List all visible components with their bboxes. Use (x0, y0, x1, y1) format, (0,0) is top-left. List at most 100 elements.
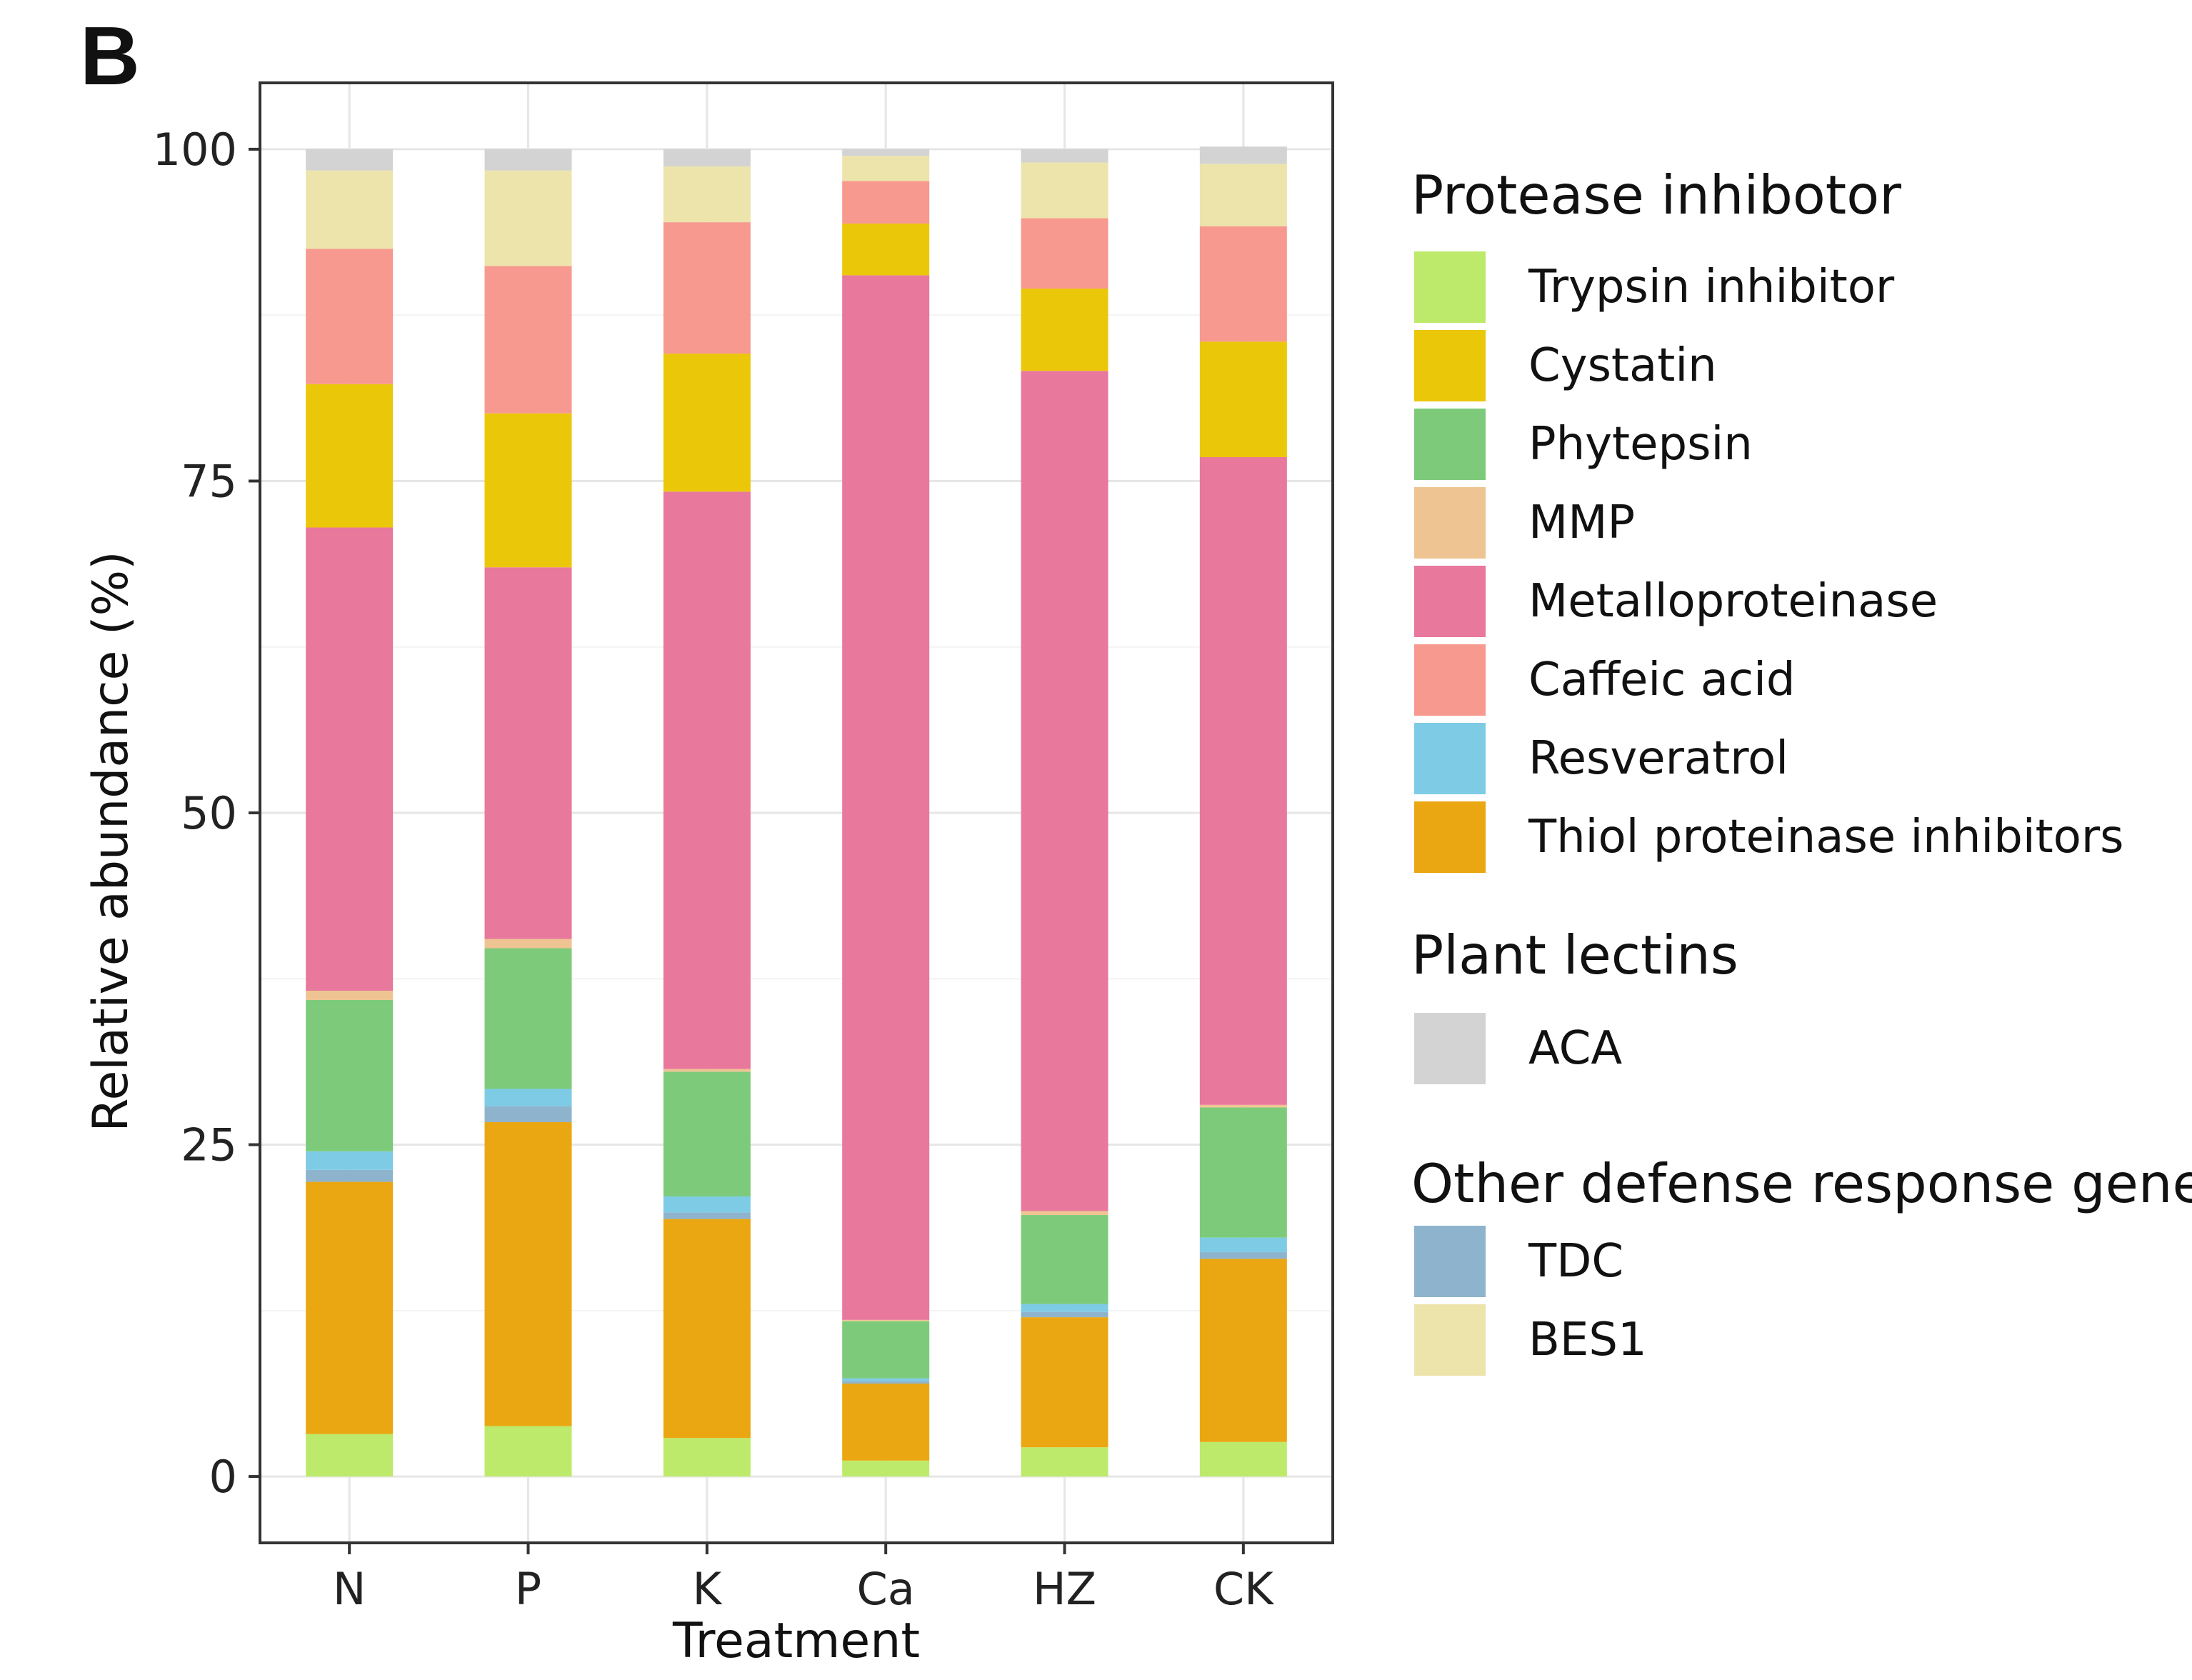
bar-segment-K-tdc (663, 1212, 751, 1219)
bar-segment-K-phytepsin (663, 1071, 751, 1197)
bar-segment-P-tdc (484, 1106, 572, 1122)
bar-segment-CK-trypsin-inhibitor (1199, 1441, 1287, 1477)
legend-label: Phytepsin (1528, 418, 1753, 471)
legend-label: Trypsin inhibitor (1528, 261, 1895, 314)
bar-segment-N-resveratrol (306, 1151, 394, 1170)
bar-segment-HZ-cystatin (1021, 289, 1108, 371)
bar-segment-HZ-resveratrol (1021, 1304, 1108, 1312)
bar-segment-K-caffeic-acid (663, 222, 751, 354)
bar-segment-K-aca (663, 149, 751, 167)
bar-segment-P-thiol-proteinase-inhibitors (484, 1121, 572, 1426)
y-tick-label: 25 (181, 1119, 237, 1171)
x-tick-label: P (515, 1563, 541, 1615)
y-tick-label: 0 (209, 1451, 237, 1503)
bar-segment-HZ-tdc (1021, 1311, 1108, 1318)
bar-segment-Ca-caffeic-acid (842, 181, 930, 224)
y-axis-title: Relative abundance (%) (83, 551, 139, 1131)
bar-segment-P-aca (484, 149, 572, 171)
legend-label: ACA (1528, 1022, 1623, 1075)
bar-segment-K-cystatin (663, 354, 751, 492)
bar-segment-P-bes1 (484, 170, 572, 266)
legend-group-title: Protease inhibotor (1411, 164, 1901, 226)
bar-segment-HZ-trypsin-inhibitor (1021, 1447, 1108, 1477)
bar-segment-HZ-metalloproteinase (1021, 371, 1108, 1211)
bar-segment-Ca-resveratrol (842, 1378, 930, 1381)
bar-segment-HZ-phytepsin (1021, 1215, 1108, 1304)
bar-segment-P-trypsin-inhibitor (484, 1426, 572, 1477)
bar-segment-HZ-bes1 (1021, 162, 1108, 219)
legend-label: MMP (1528, 496, 1636, 549)
bar-segment-HZ-caffeic-acid (1021, 218, 1108, 289)
bar-segment-K-thiol-proteinase-inhibitors (663, 1219, 751, 1439)
bar-segment-Ca-phytepsin (842, 1321, 930, 1379)
legend-swatch (1414, 1304, 1486, 1376)
bar-segment-N-metalloproteinase (306, 527, 394, 991)
legend-label: BES1 (1528, 1314, 1647, 1366)
bar-segment-CK-metalloproteinase (1199, 457, 1287, 1105)
x-tick-label: N (333, 1563, 366, 1615)
legend-label: Caffeic acid (1528, 654, 1796, 706)
bar-segment-CK-caffeic-acid (1199, 226, 1287, 342)
legend-swatch (1414, 487, 1486, 559)
legend-swatch (1414, 1013, 1486, 1084)
bar-segment-K-metalloproteinase (663, 491, 751, 1069)
x-tick-label: CK (1213, 1563, 1274, 1615)
bar-segment-P-phytepsin (484, 948, 572, 1089)
y-tick-label: 100 (153, 124, 237, 176)
x-tick-label: HZ (1033, 1563, 1096, 1615)
legend-group-title: Other defense response genes (1411, 1152, 2192, 1215)
bar-segment-CK-cystatin (1199, 341, 1287, 458)
legend-swatch (1414, 801, 1486, 873)
bar-segment-CK-tdc (1199, 1252, 1287, 1259)
bar-segment-K-resveratrol (663, 1196, 751, 1213)
x-axis-title: Treatment (672, 1613, 920, 1669)
bar-segment-P-cystatin (484, 413, 572, 568)
bar-segment-CK-phytepsin (1199, 1107, 1287, 1238)
panel-label: B (80, 9, 140, 102)
bar-segment-HZ-mmp (1021, 1211, 1108, 1216)
bar-segment-N-trypsin-inhibitor (306, 1434, 394, 1477)
legend-label: Thiol proteinase inhibitors (1528, 811, 2124, 864)
bar-segment-Ca-cystatin (842, 223, 930, 276)
bar-segment-P-metalloproteinase (484, 567, 572, 939)
bar-segment-N-cystatin (306, 384, 394, 528)
bar-segment-CK-mmp (1199, 1104, 1287, 1108)
x-tick-label: Ca (857, 1563, 915, 1615)
legend-label: Cystatin (1528, 339, 1717, 392)
bar-segment-HZ-aca (1021, 149, 1108, 163)
legend-swatch (1414, 566, 1486, 637)
bar-segment-N-aca (306, 149, 394, 171)
bar-segment-Ca-thiol-proteinase-inhibitors (842, 1384, 930, 1461)
legend-group-title: Plant lectins (1411, 924, 1738, 986)
bar-segment-N-tdc (306, 1169, 394, 1182)
bar-segment-P-caffeic-acid (484, 266, 572, 414)
bar-segment-Ca-trypsin-inhibitor (842, 1460, 930, 1477)
bar-segment-P-mmp (484, 939, 572, 949)
legend-swatch (1414, 723, 1486, 794)
legend-label: Resveratrol (1528, 732, 1789, 785)
bar-segment-Ca-tdc (842, 1381, 930, 1384)
bar-segment-K-bes1 (663, 166, 751, 223)
bar-segment-K-trypsin-inhibitor (663, 1438, 751, 1477)
bar-segment-Ca-metalloproteinase (842, 275, 930, 1320)
bar-segment-CK-thiol-proteinase-inhibitors (1199, 1259, 1287, 1442)
bar-segment-N-caffeic-acid (306, 249, 394, 384)
bar-segment-CK-bes1 (1199, 164, 1287, 226)
legend-swatch (1414, 251, 1486, 323)
legend-swatch (1414, 330, 1486, 401)
legend-swatch (1414, 1226, 1486, 1297)
y-tick-label: 75 (181, 455, 237, 507)
x-tick-label: K (692, 1563, 722, 1615)
y-tick-label: 50 (181, 787, 237, 839)
bar-segment-N-thiol-proteinase-inhibitors (306, 1181, 394, 1434)
bar-segment-Ca-mmp (842, 1319, 930, 1321)
bar-segment-P-resveratrol (484, 1089, 572, 1106)
bar-segment-Ca-bes1 (842, 156, 930, 181)
bar-segment-HZ-thiol-proteinase-inhibitors (1021, 1317, 1108, 1448)
bar-segment-N-bes1 (306, 170, 394, 249)
legend-swatch (1414, 409, 1486, 480)
bar-segment-N-phytepsin (306, 1000, 394, 1151)
bar-segment-N-mmp (306, 990, 394, 1001)
